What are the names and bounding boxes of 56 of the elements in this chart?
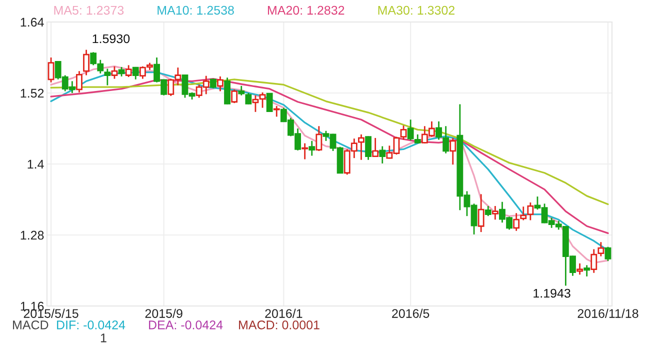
candlestick [231, 88, 238, 104]
candlestick [83, 49, 90, 76]
candlestick [365, 135, 372, 161]
candlestick [125, 64, 132, 78]
y-tick-label: 1.52 [20, 88, 44, 98]
candlestick [217, 76, 224, 92]
text: MA20: 1.2832 [268, 6, 344, 15]
candlestick [598, 241, 604, 257]
text: DIF: -0.0424 [57, 320, 126, 330]
candlestick [224, 76, 230, 105]
text: 1 [100, 334, 106, 342]
candlestick [210, 78, 216, 89]
candlestick [436, 120, 442, 140]
candlestick [576, 262, 583, 276]
line-series [50, 78, 609, 206]
candlestick [372, 137, 379, 158]
x-tick-label: 2016/11/18 [578, 308, 638, 318]
text: MA5: 1.2373 [54, 6, 124, 15]
candlestick [584, 264, 590, 278]
text: MA10: 1.2538 [158, 6, 234, 15]
candlestick [450, 137, 456, 166]
y-tick-label: 1.28 [20, 230, 44, 240]
candlestick [527, 202, 534, 221]
annotation: 1.5930 [92, 34, 130, 44]
candlestick [484, 205, 492, 217]
x-tick-label: 2016/5 [392, 308, 430, 318]
candlestick [308, 140, 316, 156]
x-tick-label: 2016/1 [265, 308, 302, 318]
candlestick [379, 146, 386, 164]
text: MACD: 0.0001 [239, 320, 320, 330]
candlestick [132, 66, 139, 80]
y-tick-label: 1.4 [28, 160, 44, 169]
candlestick [400, 124, 407, 140]
x-tick-label: 2015/5/15 [24, 308, 78, 318]
candlestick [302, 142, 308, 160]
candlestick [478, 193, 484, 233]
text: MACD [13, 320, 48, 330]
candlestick [492, 205, 498, 220]
candlestick [266, 92, 273, 112]
x-tick-label: 2015/9 [145, 308, 182, 318]
candlestick [520, 206, 527, 221]
candlestick [316, 125, 322, 152]
candlestick [118, 66, 125, 78]
candlestick [76, 70, 82, 94]
candlestick [48, 56, 54, 84]
candlestick [442, 125, 450, 154]
text: MA30: 1.3302 [378, 6, 454, 15]
candlestick [604, 246, 612, 262]
candlestick [273, 105, 280, 118]
text: DEA: -0.0424 [149, 320, 223, 330]
candlestick [590, 248, 598, 274]
y-tick-label: 1.64 [20, 18, 44, 27]
candlestick [513, 212, 520, 232]
candlestick [104, 68, 111, 86]
annotation: 1.1943 [534, 288, 570, 298]
candlestick [111, 66, 118, 80]
